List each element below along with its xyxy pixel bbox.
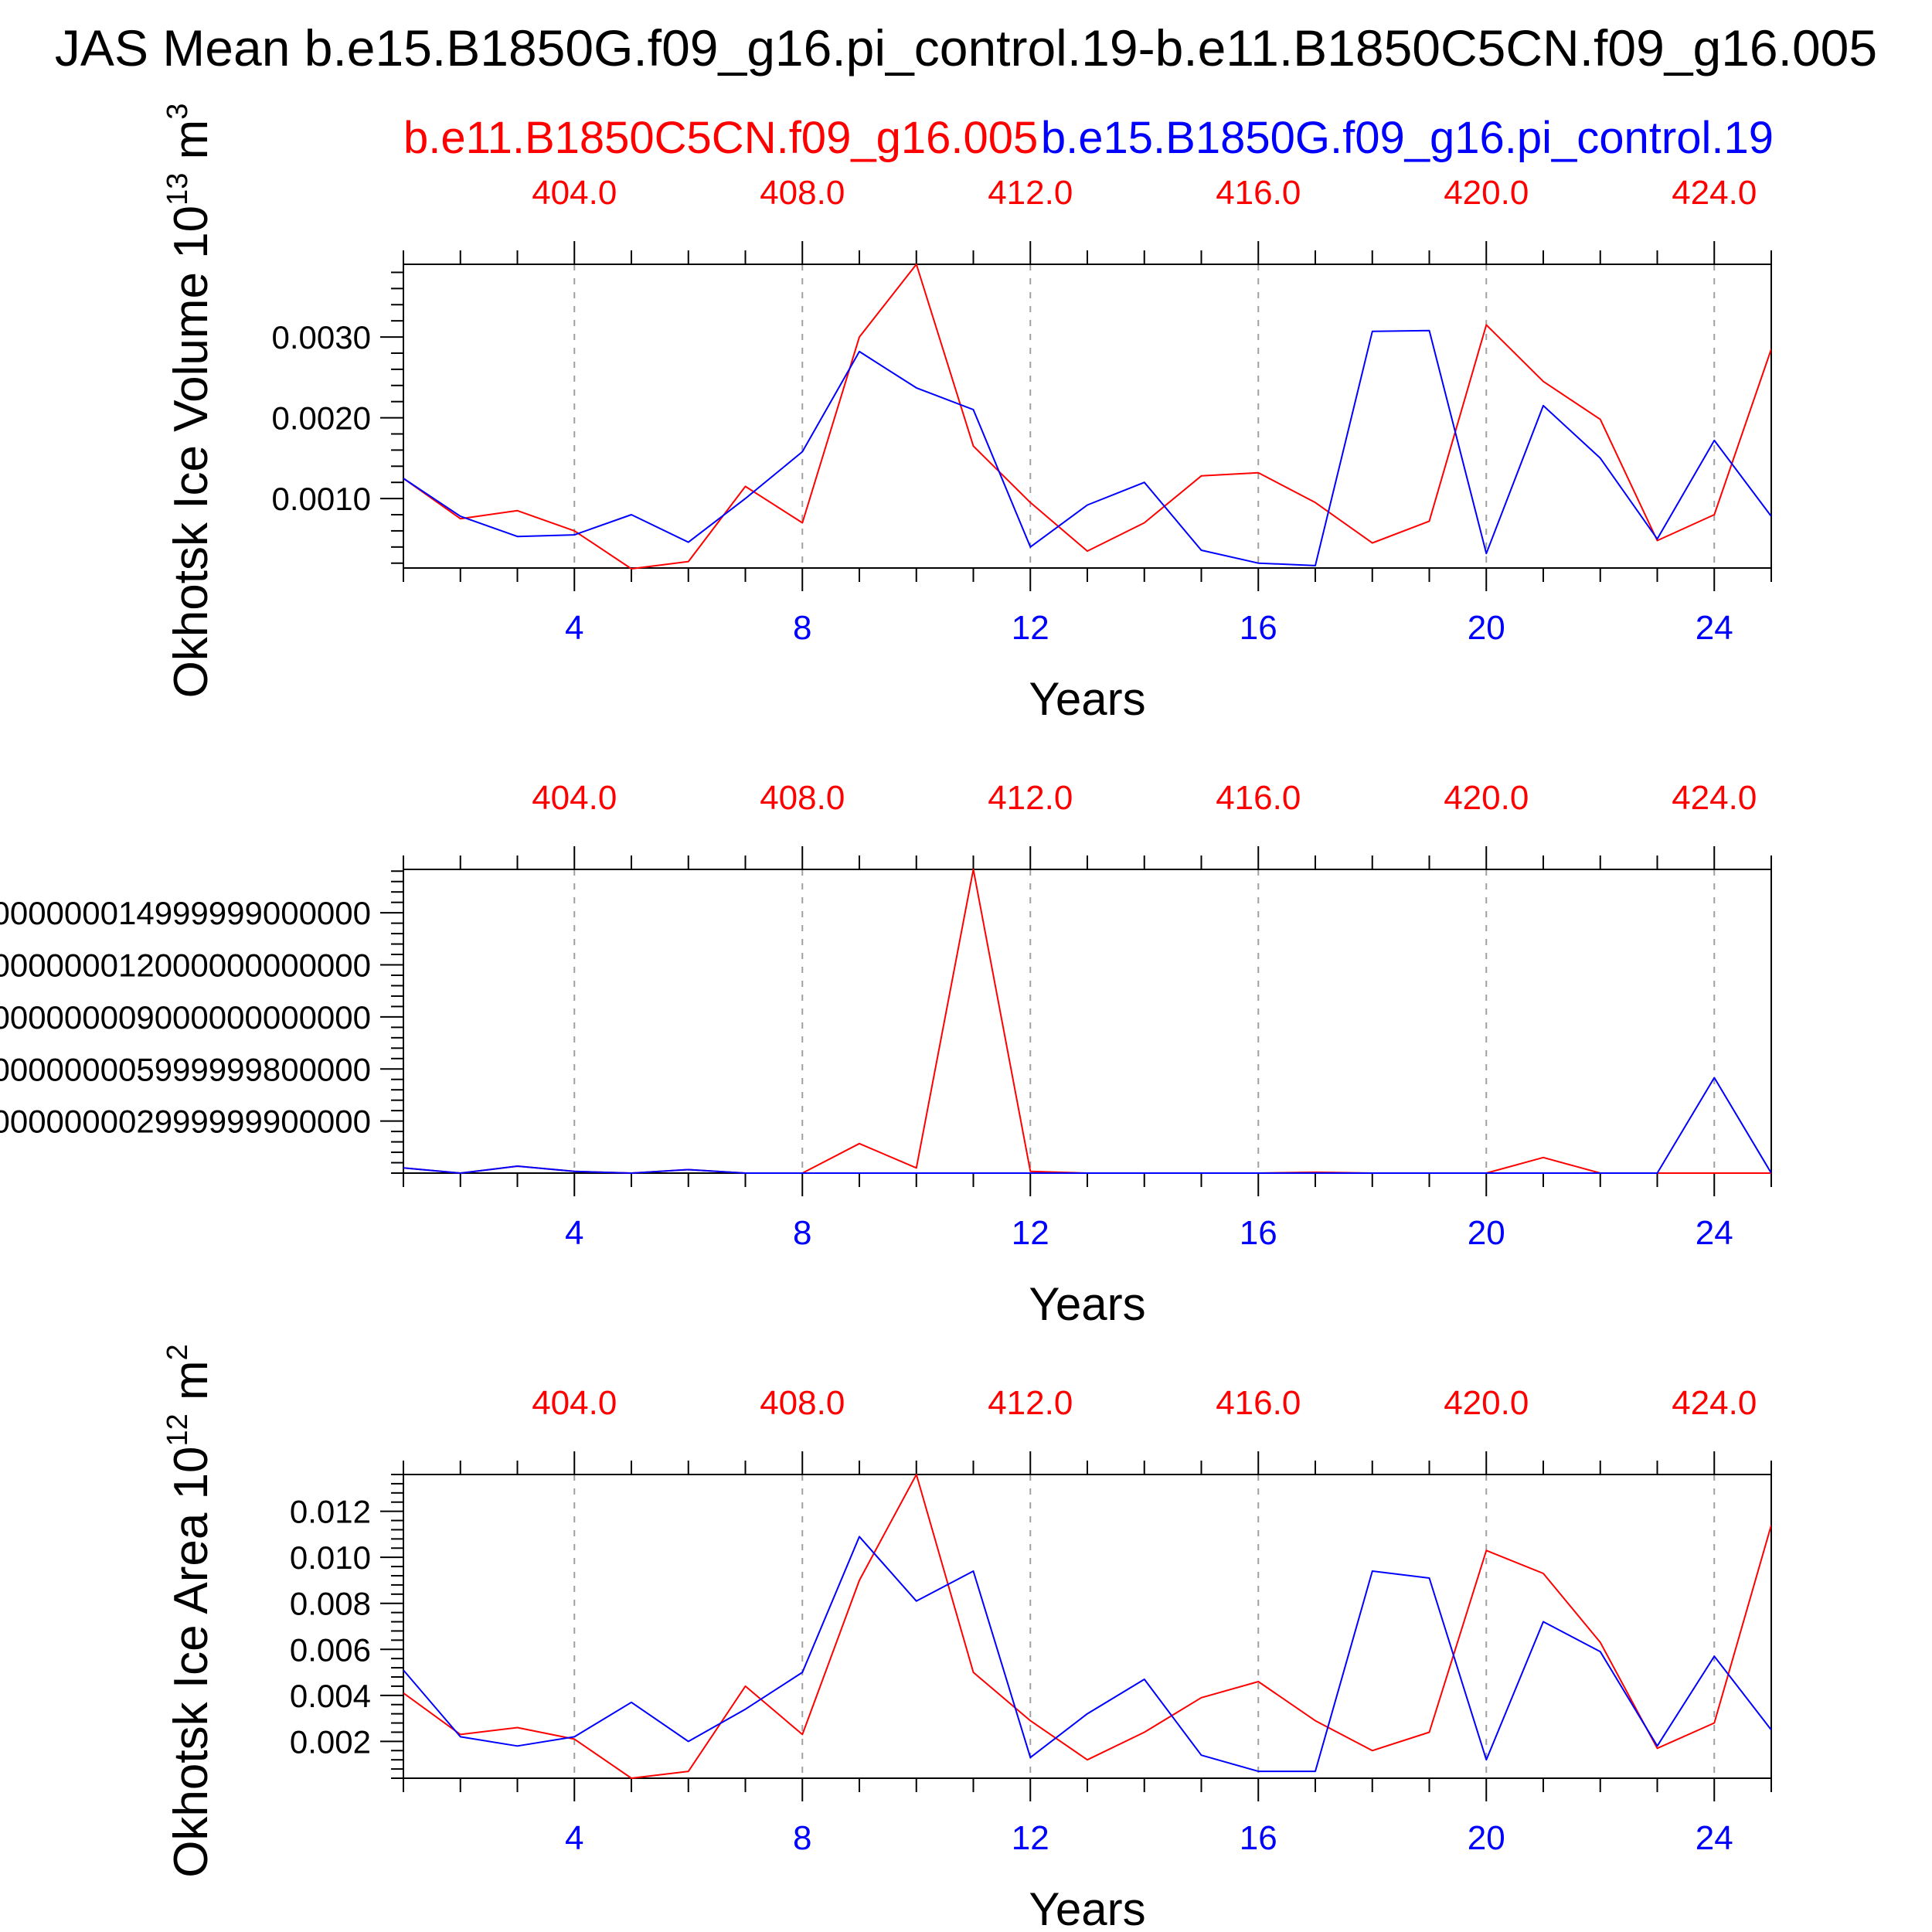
y-tick-label: 0.0000000000000009000000000000 [0,999,371,1036]
x-tick-label-top: 424.0 [1672,174,1757,212]
x-tick-label-top: 416.0 [1216,174,1301,212]
x-axis-label: Years [1029,1883,1145,1932]
x-tick-label-bottom: 16 [1240,1214,1277,1252]
x-tick-label-top: 424.0 [1672,1384,1757,1422]
x-tick-label-top: 404.0 [532,779,617,817]
y-tick-label: 0.0000000000000002999999900000 [0,1104,371,1140]
y-tick-label: 0.010 [290,1539,371,1576]
x-tick-label-top: 424.0 [1672,779,1757,817]
x-tick-label-bottom: 24 [1696,609,1733,647]
y-axis-label-unit: m [165,120,218,173]
x-tick-label-top: 416.0 [1216,779,1301,817]
y-tick-label: 0.004 [290,1678,371,1714]
x-tick-label-top: 416.0 [1216,1384,1301,1422]
series-line-blue [403,1536,1771,1773]
x-tick-label-bottom: 16 [1240,1819,1277,1857]
y-tick-label: 0.006 [290,1631,371,1668]
y-tick-label: 0.002 [290,1723,371,1760]
plot-frame [403,1474,1772,1779]
x-tick-label-bottom: 24 [1696,1214,1733,1252]
x-tick-label-bottom: 12 [1012,1819,1049,1857]
x-tick-label-top: 408.0 [760,174,845,212]
y-axis-label: Okhotsk Ice Volume 1013 m3 [162,104,218,699]
x-tick-label-top: 408.0 [760,1384,845,1422]
y-axis-label-text: Okhotsk Ice Area 10 [165,1446,218,1877]
legend-red-label: b.e11.B1850C5CN.f09_g16.005 [403,113,1038,163]
x-tick-label-bottom: 12 [1012,609,1049,647]
panel-1: 4 8 12 16 20 24 404.0 408.0 412.0 416.0 420.0 424.0… [162,104,1772,725]
y-axis-label-unit: m [165,1360,218,1413]
series-line-red [403,869,1771,1174]
x-tick-label-bottom: 20 [1468,609,1505,647]
y-tick-label: 0.0020 [272,400,371,437]
y-axis-label-text: Okhotsk Ice Volume 10 [165,206,218,699]
x-tick-label-top: 408.0 [760,779,845,817]
y-axis-label: Okhotsk Ice Area 1012 m2 [162,1344,218,1878]
legend-blue-label: b.e15.B1850G.f09_g16.pi_control.19 [1041,113,1774,163]
x-tick-label-bottom: 4 [565,1214,583,1252]
x-tick-label-top: 404.0 [532,1384,617,1422]
x-tick-label-bottom: 20 [1468,1214,1505,1252]
y-axis-label-unit-exponent: 2 [162,1344,194,1360]
y-tick-label: 0.0000000000000005999999800000 [0,1051,371,1087]
y-tick-label: 0.0030 [272,319,371,355]
y-tick-label: 0.0010 [272,481,371,517]
x-tick-label-top: 404.0 [532,174,617,212]
x-tick-label-top: 412.0 [988,1384,1073,1422]
x-tick-label-bottom: 8 [793,1819,811,1857]
panel-3: 4 8 12 16 20 24 404.0 408.0 412.0 416.0 420.0 424.0… [162,1344,1772,1932]
y-axis-label-exponent: 12 [162,1413,194,1446]
y-tick-label: 0.012 [290,1494,371,1530]
x-tick-label-bottom: 4 [565,1819,583,1857]
series-line-blue [403,329,1771,566]
x-tick-label-top: 420.0 [1444,779,1529,817]
y-axis-label-exponent: 13 [162,173,194,206]
y-axis-label-unit-exponent: 3 [162,104,194,120]
y-tick-label: 0.008 [290,1586,371,1622]
x-tick-label-top: 420.0 [1444,174,1529,212]
x-tick-label-bottom: 4 [565,609,583,647]
x-tick-label-top: 412.0 [988,779,1073,817]
x-axis-label: Years [1029,673,1145,725]
x-tick-label-bottom: 20 [1468,1819,1505,1857]
x-tick-label-bottom: 12 [1012,1214,1049,1252]
x-tick-label-bottom: 8 [793,1214,811,1252]
panel-2: 4 8 12 16 20 24 404.0 408.0 412.0 416.0 420.0 424.0… [0,779,1772,1330]
x-tick-label-bottom: 16 [1240,609,1277,647]
x-tick-label-bottom: 8 [793,609,811,647]
series-line-red [403,1474,1771,1779]
series-line-blue [403,1077,1771,1174]
plot-frame [403,869,1772,1174]
x-tick-label-top: 412.0 [988,174,1073,212]
x-tick-label-bottom: 24 [1696,1819,1733,1857]
series-line-red [403,264,1771,570]
x-axis-label: Years [1029,1278,1145,1330]
x-tick-label-top: 420.0 [1444,1384,1529,1422]
figure-title: JAS Mean b.e15.B1850G.f09_g16.pi_control… [55,19,1877,77]
